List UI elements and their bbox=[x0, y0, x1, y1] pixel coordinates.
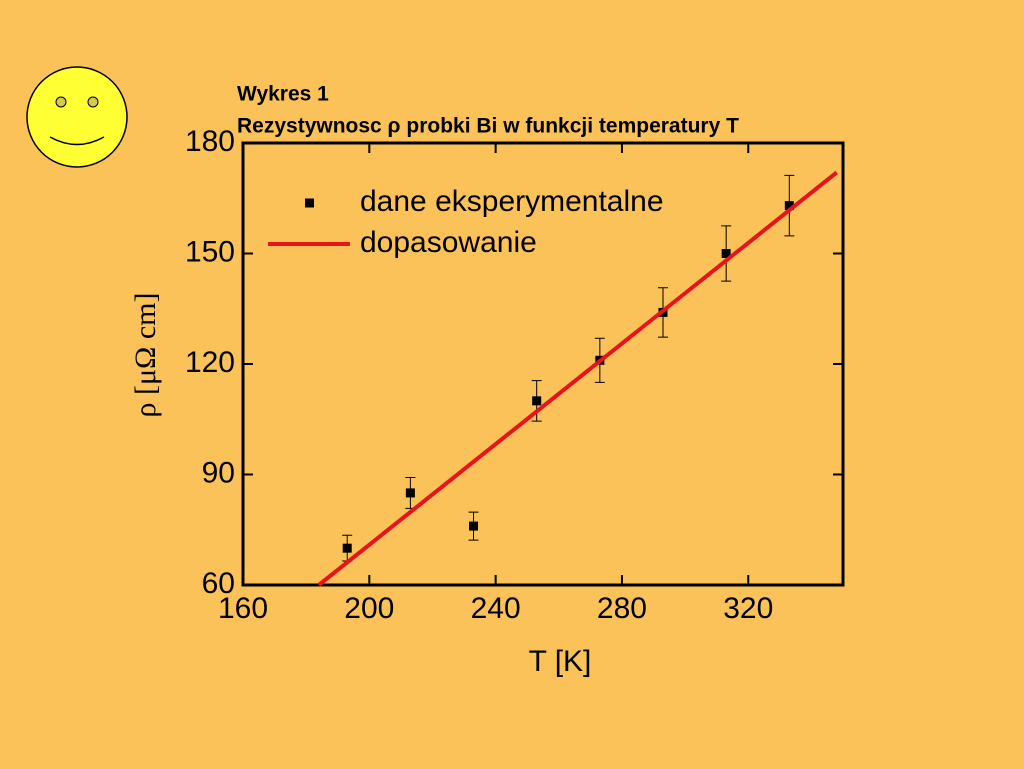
chart-title: Wykres 1 bbox=[237, 83, 329, 106]
x-tick-label: 240 bbox=[471, 592, 521, 625]
y-tick-label: 150 bbox=[185, 235, 235, 268]
data-point bbox=[532, 396, 542, 406]
legend-label: dane eksperymentalne bbox=[360, 185, 664, 218]
x-tick-label: 200 bbox=[344, 592, 394, 625]
data-point bbox=[784, 201, 794, 211]
data-point bbox=[721, 249, 731, 258]
data-point bbox=[342, 543, 352, 553]
data-point bbox=[405, 488, 415, 498]
x-tick-label: 160 bbox=[218, 592, 268, 625]
y-tick-label: 180 bbox=[185, 125, 235, 158]
data-point bbox=[469, 521, 479, 531]
fit-line bbox=[317, 170, 838, 587]
y-tick-label: 60 bbox=[202, 567, 235, 600]
x-tick-label: 280 bbox=[597, 592, 647, 625]
y-axis-label: ρ [μΩ cm] bbox=[129, 293, 162, 418]
x-axis-label: T [K] bbox=[529, 645, 592, 678]
y-tick-label: 120 bbox=[185, 346, 235, 379]
smiley bbox=[26, 66, 128, 168]
y-tick-label: 90 bbox=[202, 456, 235, 489]
legend-marker bbox=[305, 198, 314, 208]
x-tick-label: 320 bbox=[723, 592, 773, 625]
legend-label: dopasowanie bbox=[360, 226, 537, 259]
chart-subtitle: Rezystywnosc ρ probki Bi w funkcji tempe… bbox=[237, 115, 739, 138]
